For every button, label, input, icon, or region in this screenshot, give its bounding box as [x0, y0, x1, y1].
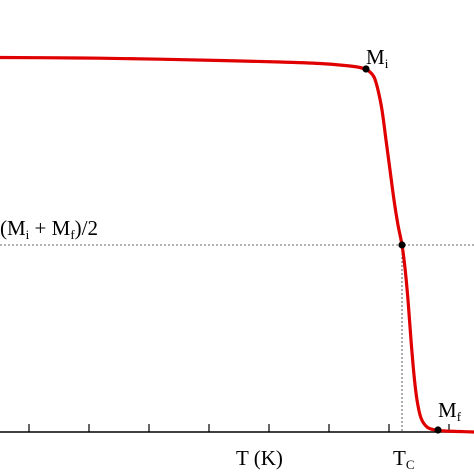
x-axis-ticks — [28, 424, 450, 432]
tc-label: TC — [393, 446, 415, 472]
mid-label: (Mi + Mf)/2 — [0, 216, 98, 242]
mi-point — [362, 65, 370, 73]
x-axis-title: T (K) — [236, 446, 283, 470]
mid-point — [398, 241, 406, 249]
mf-point — [434, 426, 442, 434]
marker-points — [362, 65, 442, 434]
magnetization-curve — [0, 55, 474, 434]
mi-label: Mi — [366, 45, 389, 71]
mf-label: Mf — [438, 398, 462, 424]
